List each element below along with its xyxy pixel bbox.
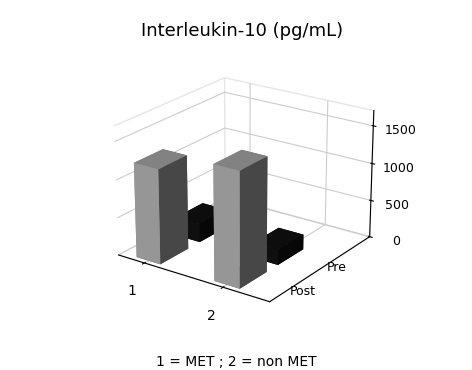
Text: 1 = MET ; 2 = non MET: 1 = MET ; 2 = non MET <box>156 355 316 369</box>
Title: Interleukin-10 (pg/mL): Interleukin-10 (pg/mL) <box>141 22 343 40</box>
